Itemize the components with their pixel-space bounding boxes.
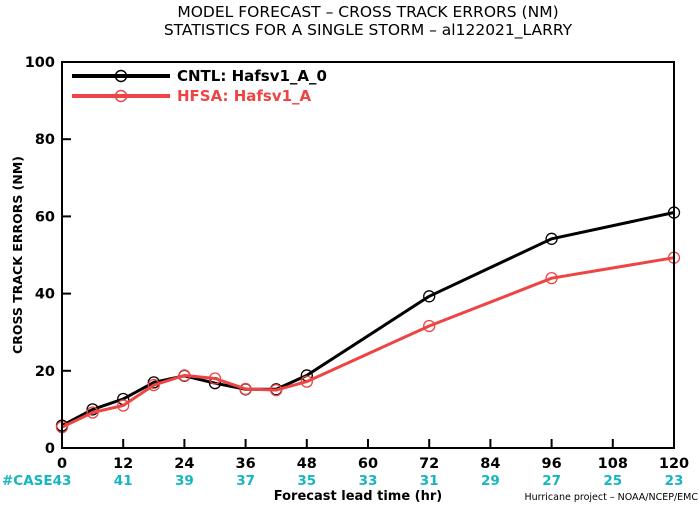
x-tick-label: 36	[236, 456, 256, 472]
x-tick-label: 84	[480, 456, 500, 472]
y-axis-label: CROSS TRACK ERRORS (NM)	[10, 156, 25, 354]
legend-entry-label: HFSA: Hafsv1_A	[177, 87, 312, 105]
data-point	[423, 319, 436, 333]
series-1	[55, 206, 681, 432]
x-tick-label: 48	[297, 456, 317, 472]
credit-text: Hurricane project – NOAA/NCEP/EMC	[524, 492, 698, 503]
case-count: 27	[542, 473, 561, 489]
legend-swatch-marker	[114, 89, 128, 103]
legend-entry-label: CNTL: Hafsv1_A_0	[177, 67, 327, 85]
data-point	[147, 378, 160, 392]
case-count: 31	[420, 473, 439, 489]
data-point	[239, 382, 252, 396]
case-count: 39	[175, 473, 194, 489]
x-tick-label: 96	[542, 456, 562, 472]
x-axis-label: Forecast lead time (hr)	[274, 489, 442, 504]
data-point	[117, 399, 130, 412]
data-point	[86, 406, 99, 419]
data-point	[208, 372, 222, 385]
x-tick-label: 12	[113, 456, 133, 472]
data-point	[270, 383, 283, 397]
case-count: 23	[665, 473, 684, 489]
chart-title-line-1: MODEL FORECAST – CROSS TRACK ERRORS (NM)	[177, 3, 558, 21]
y-tick-label: 100	[25, 55, 55, 71]
data-point	[423, 290, 436, 303]
chart-title-line-2: STATISTICS FOR A SINGLE STORM – al122021…	[164, 21, 573, 40]
y-tick-label: 40	[35, 287, 55, 303]
data-point	[178, 369, 191, 382]
y-tick-label: 20	[35, 364, 55, 380]
y-tick-label: 80	[35, 132, 55, 148]
x-tick-label: 72	[419, 456, 439, 472]
legend: CNTL: Hafsv1_A_0 HFSA: Hafsv1_A	[72, 67, 327, 105]
data-point	[300, 375, 313, 388]
series-layer	[55, 206, 681, 434]
case-count-label: #CASE	[2, 473, 53, 489]
axis-ticks: 0 20 40 60 80 100 0 12 24 36 48 60 72 84 96 108 120	[25, 55, 689, 472]
x-tick-label: 24	[174, 456, 194, 472]
case-count: 43	[53, 473, 72, 489]
series-line	[61, 211, 675, 427]
series-line	[61, 256, 675, 429]
case-count: 33	[359, 473, 378, 489]
x-tick-label: 0	[57, 456, 67, 472]
case-count: 25	[603, 473, 622, 489]
y-tick-label: 60	[35, 209, 55, 225]
data-point	[86, 403, 99, 416]
y-tick-label: 0	[45, 441, 55, 457]
data-point	[545, 272, 558, 285]
case-count: 35	[297, 473, 316, 489]
x-tick-label: 120	[659, 456, 689, 472]
case-count: 37	[236, 473, 255, 489]
x-tick-label: 108	[598, 456, 628, 472]
case-count: 29	[481, 473, 500, 489]
series-2	[55, 251, 681, 434]
case-count: 41	[114, 473, 133, 489]
legend-swatch-marker	[114, 69, 128, 83]
x-tick-label: 60	[358, 456, 378, 472]
case-counts: 43 41 39 37 35 33 31 29 27 25 23	[53, 473, 684, 489]
data-point	[545, 232, 558, 245]
